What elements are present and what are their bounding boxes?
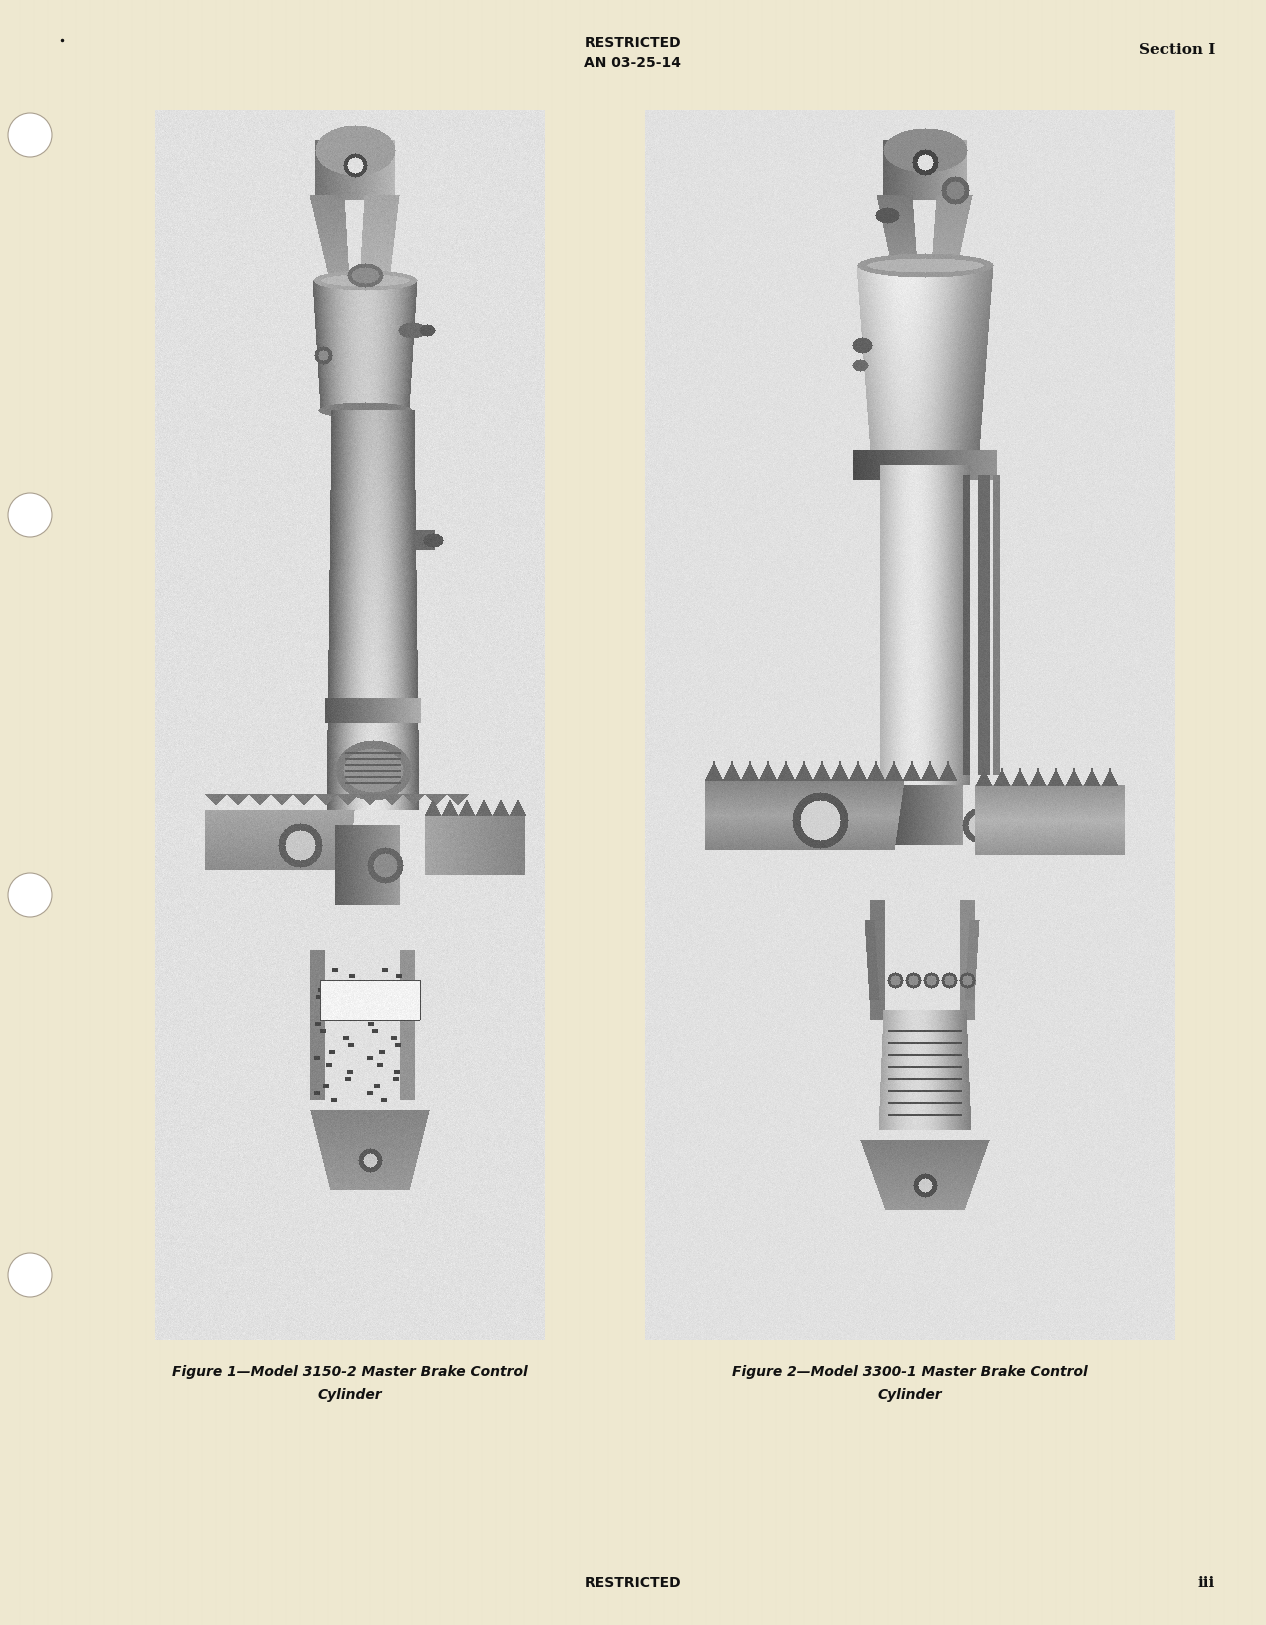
Circle shape (8, 114, 52, 158)
Text: Figure 1—Model 3150-2 Master Brake Control: Figure 1—Model 3150-2 Master Brake Contr… (172, 1365, 528, 1380)
Text: iii: iii (1198, 1576, 1215, 1589)
Text: Section I: Section I (1138, 42, 1215, 57)
Text: Cylinder: Cylinder (318, 1388, 382, 1402)
Text: RESTRICTED: RESTRICTED (585, 36, 681, 50)
Text: RESTRICTED: RESTRICTED (585, 1576, 681, 1589)
Circle shape (8, 492, 52, 536)
Text: AN 03-25-14: AN 03-25-14 (585, 55, 681, 70)
Circle shape (8, 873, 52, 916)
Text: Cylinder: Cylinder (877, 1388, 942, 1402)
Text: Figure 2—Model 3300-1 Master Brake Control: Figure 2—Model 3300-1 Master Brake Contr… (732, 1365, 1087, 1380)
Circle shape (8, 1253, 52, 1297)
